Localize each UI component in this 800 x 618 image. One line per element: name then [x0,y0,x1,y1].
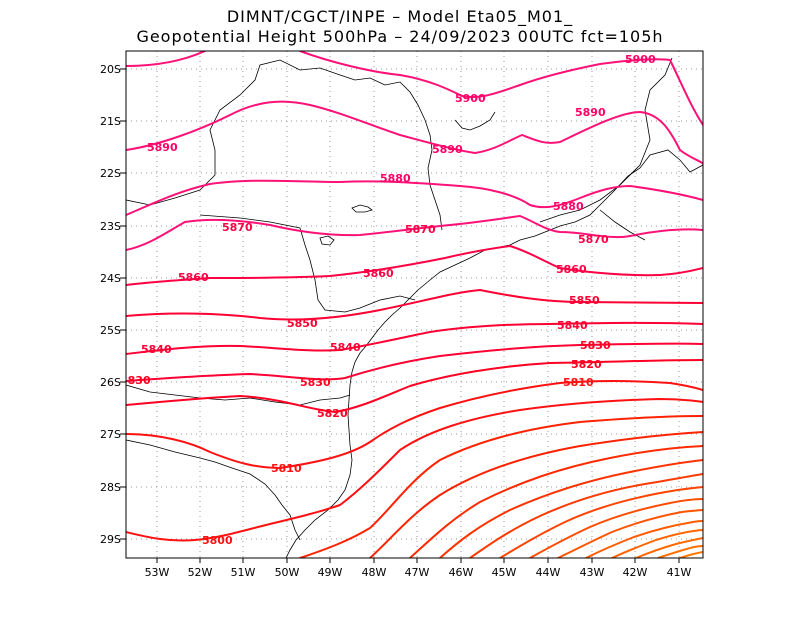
contour-label: 5810 [563,376,594,389]
lon-label: 49W [318,566,343,579]
contour-5830 [126,342,703,382]
contour-label: 5890 [575,106,606,119]
contour-label: 5870 [222,221,253,234]
state-border [126,384,351,406]
contour-label: 5840 [557,319,588,332]
contour-label: 5890 [147,141,178,154]
state-border [539,57,673,223]
contour-label: 5900 [625,53,656,66]
lon-label: 50W [275,566,300,579]
contour-5720 [557,509,703,558]
contour-5820 [126,359,703,414]
lake [351,204,373,213]
lon-label: 53W [145,566,170,579]
contour-label: 5860 [178,271,209,284]
lon-label: 47W [405,566,430,579]
lon-label: 42W [623,566,648,579]
contour-5690 [635,537,703,558]
contour-5760 [439,459,703,558]
lat-label: 26S [100,376,121,389]
contour-label: 5830 [300,376,331,389]
contour-5840 [126,321,703,355]
lat-label: 28S [100,481,121,494]
contour-5900 [126,51,206,67]
contour-label: 5890 [432,143,463,156]
height-contours [126,51,703,558]
contour-label: 5830 [580,339,611,352]
map-title-line-1: DIMNT/CGCT/INPE – Model Eta05_M01_ [226,7,574,26]
contour-label: 5820 [571,358,602,371]
contour-label: 5860 [556,263,587,276]
contour-5750 [469,473,703,558]
contour-label: 5850 [569,294,600,307]
state-border [199,214,416,313]
lat-label: 23S [100,220,121,233]
contour-labels: 5900 5900 5890 5890 5890 5880 5880 5870 … [120,53,656,547]
contour-5790 [299,415,703,558]
lat-labels: 20S 21S 22S 23S 24S 25S 26S 27S 28S 29S [100,63,121,546]
state-border [599,209,646,241]
contour-5890 [126,100,703,165]
lon-label: 44W [536,566,561,579]
lat-label: 20S [100,63,121,76]
contour-5900 [299,51,703,126]
contour-5730 [529,498,703,558]
lon-label: 52W [188,566,213,579]
contour-5850 [126,288,703,321]
state-border [126,439,301,541]
contour-5880 [126,179,703,216]
lon-label: 48W [362,566,387,579]
contour-5860 [126,244,703,286]
contour-label: 5840 [330,341,361,354]
lon-label: 41W [667,566,692,579]
contour-label: 5860 [363,267,394,280]
map-frame [125,50,704,559]
contour-label: 5870 [578,233,609,246]
contour-5870 [126,214,703,251]
contour-5700 [611,529,703,558]
lon-label: 51W [231,566,256,579]
lat-label: 22S [100,167,121,180]
map-plot-area [126,51,703,558]
lon-labels: 53W 52W 51W 50W 49W 48W 47W 46W 45W 44W … [145,566,692,579]
contour-label: 5810 [271,462,302,475]
contour-label: 5870 [405,223,436,236]
lat-label: 29S [100,533,121,546]
contour-label: 5900 [455,92,486,105]
contour-5810 [126,380,703,470]
contour-label: 5850 [287,317,318,330]
lat-label: 24S [100,272,121,285]
contour-5800 [126,397,703,542]
lon-label: 45W [492,566,517,579]
lon-label: 46W [449,566,474,579]
lake [319,235,335,246]
contour-5670 [679,551,703,558]
contour-label: 5830 [120,374,151,387]
contour-label: 5840 [141,343,172,356]
river [454,111,496,131]
tick-marks [120,68,680,563]
contour-label: 5800 [202,534,233,547]
lon-label: 43W [580,566,605,579]
contour-5710 [585,520,703,558]
contour-5680 [657,545,703,558]
map-title-line-2: Geopotential Height 500hPa – 24/09/2023 … [136,27,664,46]
contour-5740 [499,486,703,558]
lat-label: 25S [100,324,121,337]
contour-label: 5880 [380,172,411,185]
state-border [126,59,443,231]
contour-5770 [409,445,703,558]
lat-label: 27S [100,428,121,441]
contour-label: 5820 [317,407,348,420]
contour-5780 [369,431,703,558]
contour-label: 5880 [553,200,584,213]
lat-label: 21S [100,115,121,128]
